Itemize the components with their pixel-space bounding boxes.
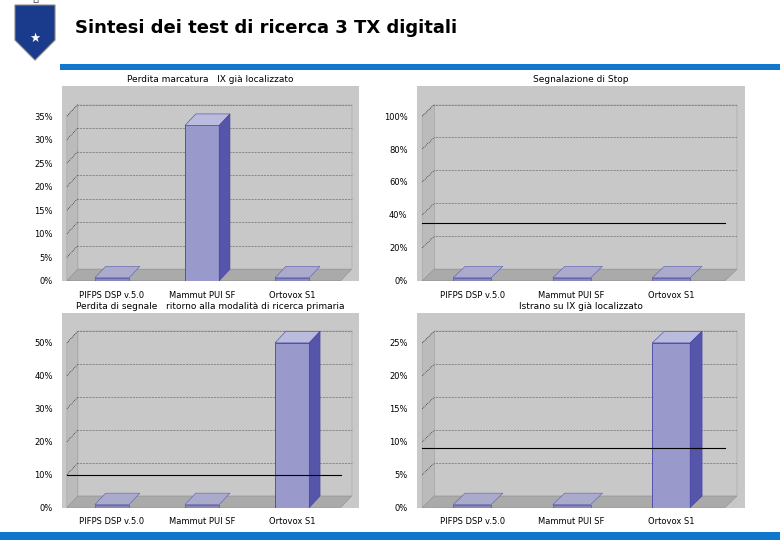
Text: ★: ★ <box>30 32 41 45</box>
Bar <box>78 105 352 269</box>
Polygon shape <box>553 493 602 505</box>
Polygon shape <box>453 266 503 278</box>
Bar <box>553 278 590 281</box>
Title: Segnalazione di Stop: Segnalazione di Stop <box>534 75 629 84</box>
Title: Perdita marcatura   IX già localizzato: Perdita marcatura IX già localizzato <box>127 75 294 84</box>
Polygon shape <box>67 496 352 508</box>
Polygon shape <box>690 332 702 508</box>
Bar <box>275 278 309 281</box>
Bar <box>434 105 737 269</box>
Bar <box>434 332 737 496</box>
Polygon shape <box>219 114 230 281</box>
Polygon shape <box>422 496 737 508</box>
Polygon shape <box>422 105 434 281</box>
Polygon shape <box>185 493 230 505</box>
Bar <box>275 343 309 508</box>
Polygon shape <box>652 332 702 343</box>
Polygon shape <box>275 266 320 278</box>
Polygon shape <box>652 266 702 278</box>
Title: Perdita di segnale   ritorno alla modalità di ricerca primaria: Perdita di segnale ritorno alla modalità… <box>76 302 345 311</box>
Polygon shape <box>275 332 320 343</box>
Polygon shape <box>309 332 320 508</box>
Polygon shape <box>422 269 737 281</box>
Bar <box>60 64 780 70</box>
Polygon shape <box>453 493 503 505</box>
Bar <box>95 278 129 281</box>
Polygon shape <box>15 5 55 60</box>
Bar <box>0 531 780 540</box>
Bar <box>553 505 590 508</box>
Text: Sintesi dei test di ricerca 3 TX digitali: Sintesi dei test di ricerca 3 TX digital… <box>75 19 457 37</box>
Polygon shape <box>422 332 434 508</box>
Bar <box>453 278 491 281</box>
Bar <box>453 505 491 508</box>
Polygon shape <box>95 493 140 505</box>
Polygon shape <box>553 266 602 278</box>
Polygon shape <box>67 105 78 281</box>
Title: Istrano su IX già localizzato: Istrano su IX già localizzato <box>519 302 643 311</box>
Polygon shape <box>95 266 140 278</box>
Polygon shape <box>67 269 352 281</box>
Polygon shape <box>67 332 78 508</box>
Bar <box>78 332 352 496</box>
Bar <box>95 505 129 508</box>
Bar <box>652 278 690 281</box>
Polygon shape <box>185 114 230 125</box>
Text: ⌂: ⌂ <box>32 0 38 5</box>
Bar <box>185 505 219 508</box>
Bar <box>185 125 219 281</box>
Bar <box>652 343 690 508</box>
